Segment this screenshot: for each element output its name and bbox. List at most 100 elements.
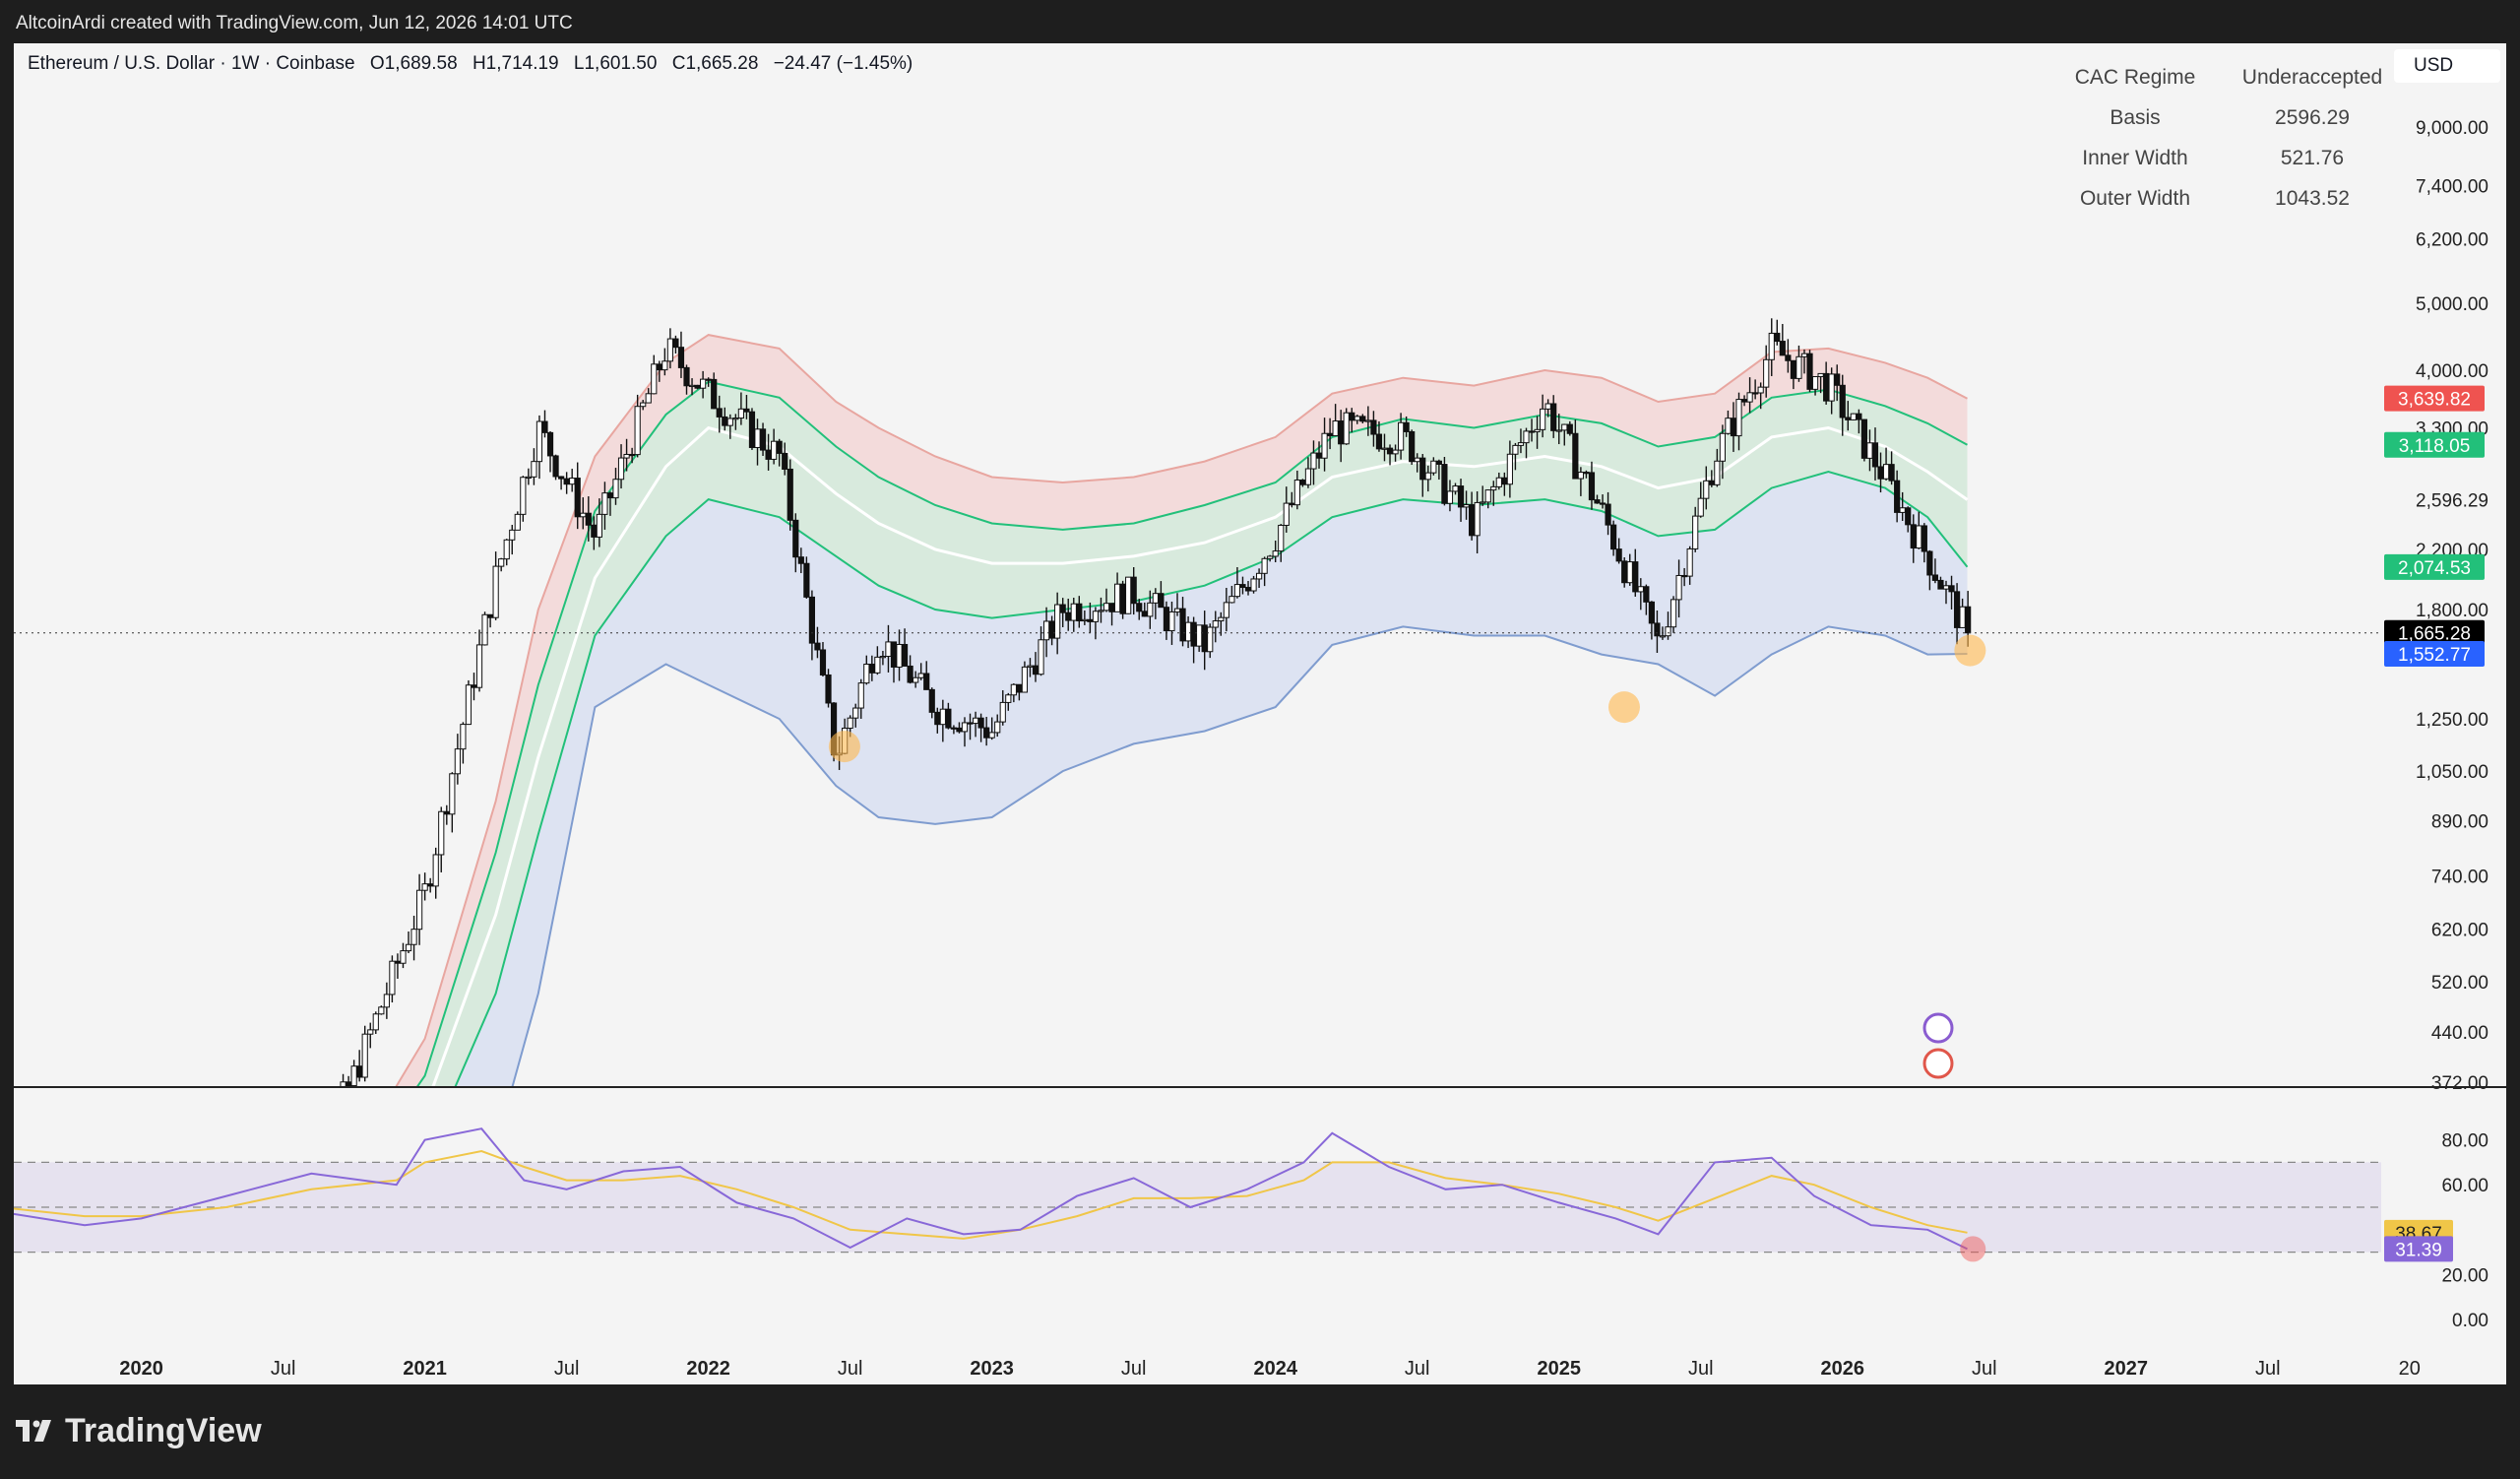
x-axis-tick-label: 2021 [403,1358,447,1380]
candle-body [1708,480,1715,485]
candle-body [1965,606,1972,634]
candle-body [666,338,673,362]
candle-body [1534,428,1541,432]
candle-body [383,994,390,1008]
candle-body [1065,611,1072,621]
rsi-axis-tick-label: 0.00 [2452,1311,2488,1331]
candle-body [394,960,402,964]
candle-body [1626,561,1633,584]
candle-body [939,708,946,726]
candle-body [656,363,662,371]
candle-body [1583,472,1590,475]
x-axis-tick-label: 2024 [1253,1358,1297,1380]
candle-body [782,452,788,470]
candle-body [1806,353,1813,390]
x-axis-tick-label: Jul [1972,1358,1997,1380]
candle-body [1681,574,1688,578]
candle-body [1480,501,1486,504]
candle-body [410,929,417,945]
branding-bar: TradingView [0,1384,2520,1479]
candle-body [1212,620,1219,628]
candle-body [1959,606,1966,628]
chart-area[interactable]: 11,000.009,000.007,400.006,200.005,000.0… [14,43,2506,1384]
candle-body [1871,442,1879,468]
outer-upper-line [394,334,1968,1087]
info-row: Outer Width 1043.52 [2042,178,2396,219]
candle-body [1665,626,1671,637]
candle-body [438,810,445,856]
candle-body [694,384,701,389]
candle-body [552,455,559,478]
candle-body [432,854,439,887]
candle-body [1343,412,1350,445]
candle-body [563,478,570,485]
candle-body [1921,525,1927,552]
candle-body [1501,477,1508,485]
candle-body [460,724,467,750]
x-axis-tick-label: Jul [2255,1358,2281,1380]
candle-body [629,453,636,457]
candle-body [983,727,990,739]
y-axis-tick-label: 740.00 [2431,868,2488,888]
candle-body [1409,430,1416,463]
candle-body [465,684,472,726]
legend-change: −24.47 (−1.45%) [773,53,914,74]
rsi-axis-tick-label: 80.00 [2441,1131,2488,1152]
candle-body [475,644,483,688]
candle-body [1594,499,1601,504]
candle-body [1697,497,1704,517]
x-axis-tick-label: 20 [2399,1358,2421,1380]
candle-body [847,717,853,729]
rsi-marker-label: 31.39 [2395,1240,2442,1260]
candle-body [350,1065,357,1087]
candle-body [1021,666,1029,693]
candle-body [1703,480,1710,499]
candle-body [1278,524,1285,552]
candle-body [427,883,434,887]
candle-body [1474,501,1480,537]
candle-body [1375,433,1383,450]
candle-body [503,539,510,560]
candle-body [1942,585,1950,590]
brand-name: TradingView [65,1412,262,1449]
candle-body [688,384,696,388]
candle-body [1517,442,1525,446]
candle-body [481,613,488,646]
candle-body [1304,468,1312,485]
candle-body [1424,472,1431,481]
currency-button[interactable]: USD [2394,49,2500,83]
candle-body [449,773,456,815]
candle-body [596,513,602,538]
candle-body [1490,485,1497,491]
candle-body [771,440,778,460]
candle-body [1168,611,1175,632]
credit-text: AltcoinArdi created with TradingView.com… [16,13,573,33]
candle-body [1670,599,1677,628]
candle-body [1523,430,1530,444]
candle-body [1321,432,1328,459]
candle-body [361,1033,368,1078]
candle-body [999,701,1006,723]
candle-body [492,565,499,618]
candle-body [1566,423,1573,434]
legend-close: C1,665.28 [671,53,759,74]
candle-body [1725,418,1732,434]
price-marker-label: 1,665.28 [2398,624,2471,645]
candle-body [1130,576,1137,605]
candle-body [972,717,979,725]
tradingview-logo[interactable]: TradingView [16,1412,262,1450]
candle-body [961,722,969,733]
candle-body [1877,466,1884,480]
y-axis-tick-label: 1,050.00 [2416,762,2488,783]
candle-body [1233,584,1241,598]
candle-body [324,1147,329,1161]
y-axis-tick-label: 1,800.00 [2416,601,2488,621]
y-axis-tick-label: 1,250.00 [2416,710,2488,731]
candle-body [1386,447,1394,455]
chart-svg[interactable]: 11,000.009,000.007,400.006,200.005,000.0… [14,43,2506,1384]
candle-body [711,378,718,410]
y-axis-tick-label: 620.00 [2431,920,2488,940]
candle-body [1828,373,1835,402]
lightning-event-icon [1922,1012,1954,1044]
candle-body [1469,504,1476,537]
